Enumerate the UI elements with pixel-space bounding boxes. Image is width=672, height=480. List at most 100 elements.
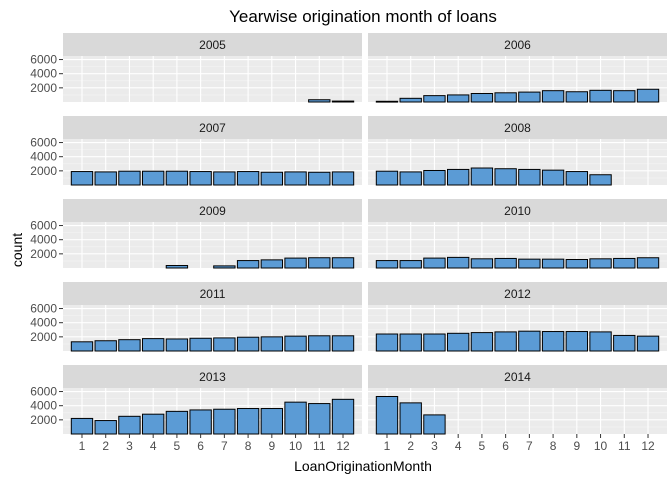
panel-strip (63, 116, 362, 139)
bar-2009-month-7 (213, 265, 236, 269)
y-tick-label: 2000 (30, 413, 57, 427)
bar-2010-month-2 (399, 260, 422, 269)
bar-2006-month-11 (613, 90, 636, 103)
x-tick-label: 2 (407, 439, 414, 453)
bar-2009-month-8 (236, 260, 260, 269)
panel-strip-label: 2005 (199, 38, 226, 52)
bar-2010-month-7 (518, 258, 541, 269)
bar-2008-month-10 (589, 174, 612, 186)
bar-2008-month-9 (565, 171, 589, 186)
y-tick-label: 4000 (30, 150, 57, 164)
panel-strip (368, 116, 667, 139)
bar-2009-month-10 (284, 257, 307, 269)
panel-2012: 2012 (368, 282, 667, 352)
bar-2007-month-2 (94, 171, 117, 186)
panel-strip (368, 282, 667, 305)
panel-2010: 2010 (368, 199, 667, 269)
bar-2012-month-2 (399, 333, 422, 352)
bar-2007-month-12 (331, 171, 355, 186)
bar-2008-month-2 (399, 171, 422, 186)
bar-2007-month-9 (260, 171, 284, 186)
bar-2011-month-1 (70, 341, 94, 352)
bar-2012-month-5 (470, 332, 494, 352)
y-axis-title: count (9, 233, 25, 267)
panel-strip-label: 2012 (504, 287, 531, 301)
bar-2010-month-9 (565, 259, 589, 269)
panel-strip (63, 199, 362, 222)
bar-2009-month-12 (331, 257, 355, 269)
y-tick-label: 2000 (30, 81, 57, 95)
bar-2009-month-9 (260, 259, 284, 269)
x-tick-label: 12 (336, 439, 350, 453)
x-tick-label: 12 (641, 439, 655, 453)
bar-2013-month-5 (165, 410, 189, 435)
chart-title: Yearwise origination month of loans (229, 7, 497, 26)
y-tick-label: 4000 (30, 233, 57, 247)
x-tick-label: 1 (384, 439, 391, 453)
bar-2014-month-2 (399, 402, 422, 435)
panel-background (63, 56, 362, 102)
bar-2012-month-1 (375, 333, 399, 352)
bar-2011-month-10 (284, 335, 307, 352)
x-tick-label: 3 (126, 439, 133, 453)
y-tick-label: 2000 (30, 164, 57, 178)
panel-2008: 2008 (368, 116, 667, 186)
y-tick-label: 6000 (30, 385, 57, 399)
bar-2010-month-1 (375, 260, 399, 269)
bar-2011-month-5 (165, 338, 189, 352)
panel-strip (368, 365, 667, 388)
panel-strip-label: 2014 (504, 370, 531, 384)
bar-2006-month-8 (541, 90, 565, 103)
bar-2009-month-11 (308, 257, 331, 269)
x-axis-title: LoanOriginationMonth (294, 458, 432, 474)
bar-2011-month-8 (236, 336, 260, 352)
bar-2012-month-10 (589, 331, 612, 352)
bar-2012-month-8 (541, 331, 565, 352)
x-tick-label: 7 (221, 439, 228, 453)
bar-2013-month-8 (236, 408, 260, 435)
bar-2005-month-12 (331, 100, 355, 103)
bar-2009-month-5 (165, 265, 189, 269)
bar-2013-month-1 (70, 417, 94, 435)
bar-2008-month-7 (518, 168, 541, 186)
bar-2013-month-6 (189, 409, 212, 435)
bar-2011-month-11 (308, 335, 331, 352)
y-tick-label: 4000 (30, 316, 57, 330)
bar-2012-month-6 (494, 331, 517, 352)
panel-strip (368, 33, 667, 56)
x-tick-label: 4 (150, 439, 157, 453)
panel-strip (63, 282, 362, 305)
y-tick-label: 6000 (30, 219, 57, 233)
bar-2012-month-7 (518, 330, 541, 352)
bar-2005-month-11 (308, 99, 331, 103)
panel-strip (63, 365, 362, 388)
bar-2008-month-5 (470, 167, 494, 186)
bar-2011-month-4 (141, 338, 165, 352)
x-tick-label: 5 (174, 439, 181, 453)
bar-2006-month-2 (399, 97, 422, 103)
bar-2010-month-3 (423, 257, 446, 269)
bar-2011-month-12 (331, 335, 355, 352)
bar-2011-month-6 (189, 337, 212, 352)
bar-2006-month-7 (518, 91, 541, 103)
x-tick-label: 2 (102, 439, 109, 453)
x-tick-label: 1 (79, 439, 86, 453)
bar-2008-month-1 (375, 170, 399, 186)
panel-2006: 2006 (368, 33, 667, 103)
y-tick-label: 6000 (30, 302, 57, 316)
panel-strip-label: 2008 (504, 121, 531, 135)
bar-2010-month-4 (446, 256, 470, 269)
bar-2010-month-11 (613, 257, 636, 269)
bar-2008-month-8 (541, 169, 565, 186)
bar-2013-month-10 (284, 401, 307, 435)
bar-2012-month-11 (613, 334, 636, 352)
x-tick-label: 11 (618, 439, 631, 453)
panel-strip-label: 2009 (199, 204, 226, 218)
x-tick-label: 9 (268, 439, 275, 453)
y-tick-label: 2000 (30, 330, 57, 344)
bar-2007-month-11 (308, 171, 331, 186)
